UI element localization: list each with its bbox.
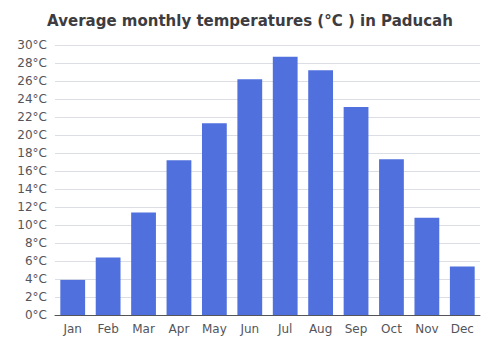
svg-text:Aug: Aug <box>309 322 332 336</box>
svg-text:22°C: 22°C <box>17 110 47 124</box>
svg-text:20°C: 20°C <box>17 128 47 142</box>
svg-text:24°C: 24°C <box>17 92 47 106</box>
svg-text:8°C: 8°C <box>25 236 47 250</box>
svg-text:Apr: Apr <box>169 322 190 336</box>
svg-text:4°C: 4°C <box>25 272 47 286</box>
svg-text:May: May <box>202 322 227 336</box>
svg-text:Mar: Mar <box>132 322 155 336</box>
svg-text:10°C: 10°C <box>17 218 47 232</box>
svg-text:Jun: Jun <box>239 322 259 336</box>
svg-text:16°C: 16°C <box>17 164 47 178</box>
svg-text:Sep: Sep <box>345 322 368 336</box>
svg-text:0°C: 0°C <box>25 308 47 322</box>
svg-text:Nov: Nov <box>415 322 438 336</box>
svg-text:Jul: Jul <box>277 322 292 336</box>
svg-text:Oct: Oct <box>381 322 402 336</box>
svg-text:14°C: 14°C <box>17 182 47 196</box>
svg-text:12°C: 12°C <box>17 200 47 214</box>
svg-text:26°C: 26°C <box>17 74 47 88</box>
svg-text:2°C: 2°C <box>25 290 47 304</box>
svg-text:6°C: 6°C <box>25 254 47 268</box>
svg-text:18°C: 18°C <box>17 146 47 160</box>
svg-text:Jan: Jan <box>62 322 82 336</box>
svg-text:28°C: 28°C <box>17 56 47 70</box>
svg-text:Average monthly temperatures (: Average monthly temperatures (°C ) in Pa… <box>47 12 453 30</box>
svg-text:Feb: Feb <box>98 322 119 336</box>
svg-text:30°C: 30°C <box>17 38 47 52</box>
svg-text:Dec: Dec <box>451 322 474 336</box>
